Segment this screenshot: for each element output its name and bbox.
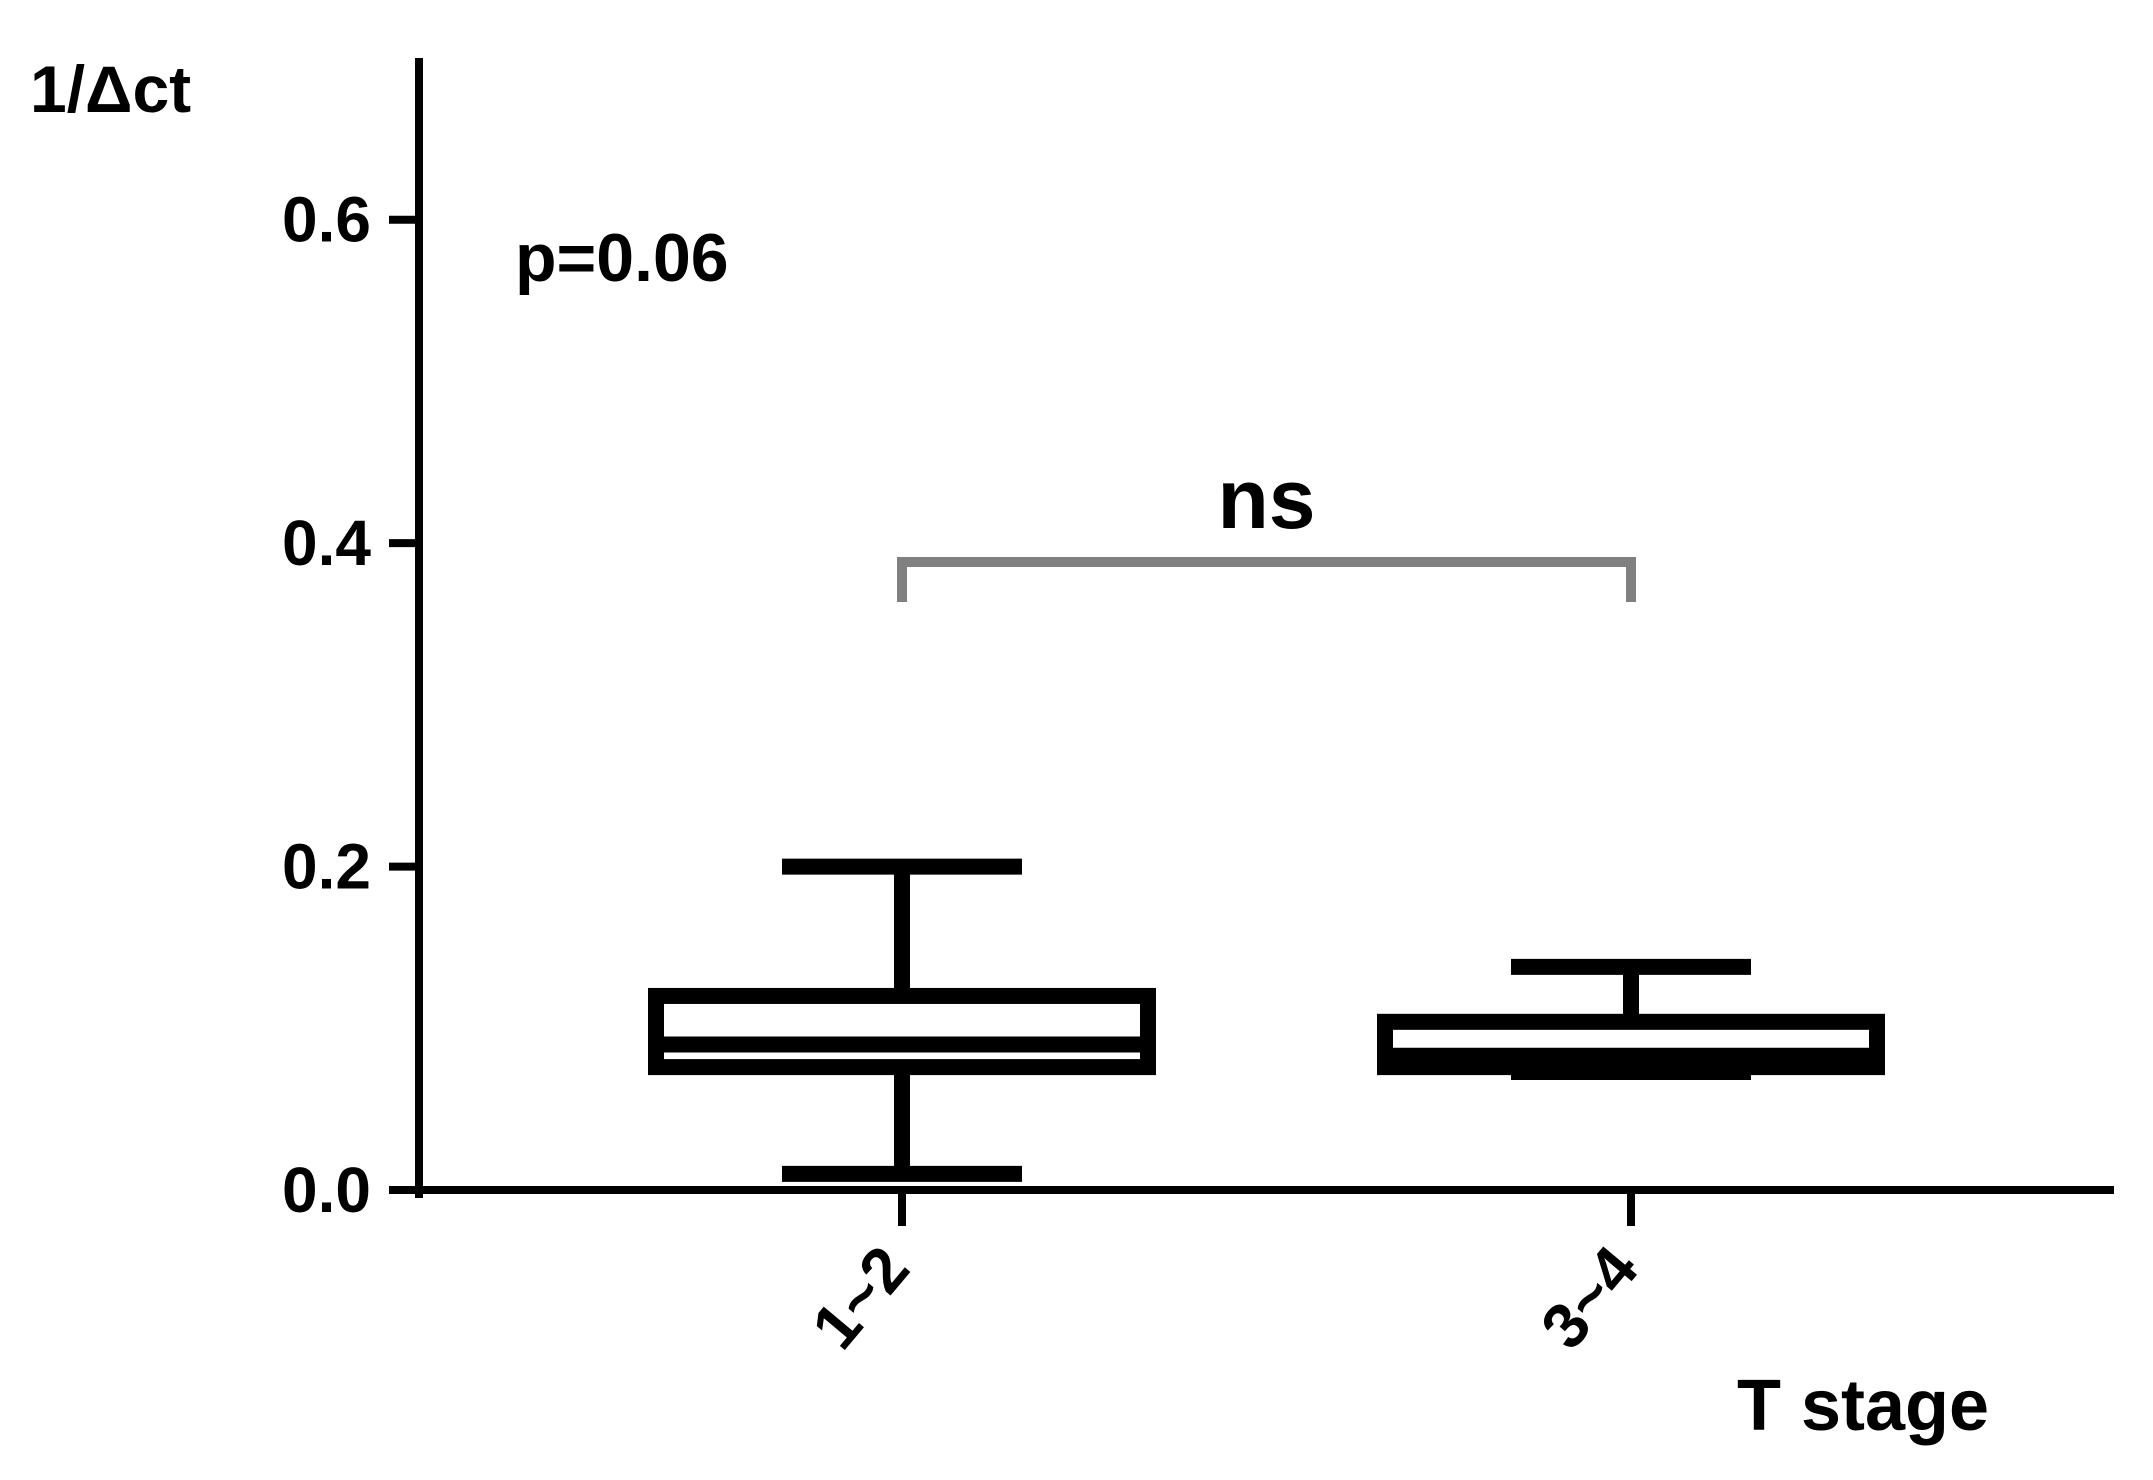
y-axis-title: 1/Δct [30, 52, 191, 126]
significance-bracket [897, 557, 1636, 602]
significance-label: ns [1217, 452, 1315, 546]
y-tick-label: 0.4 [282, 507, 371, 579]
y-tick-label: 0.0 [282, 1154, 371, 1226]
x-tick-label: 1~2 [798, 1233, 923, 1362]
x-axis-title: T stage [1737, 1366, 1989, 1446]
y-tick-label: 0.2 [282, 831, 371, 903]
p-value: p=0.06 [515, 220, 729, 296]
x-tick-label: 3~4 [1527, 1232, 1652, 1362]
box [648, 987, 1156, 1076]
y-tick-label: 0.6 [282, 184, 371, 256]
